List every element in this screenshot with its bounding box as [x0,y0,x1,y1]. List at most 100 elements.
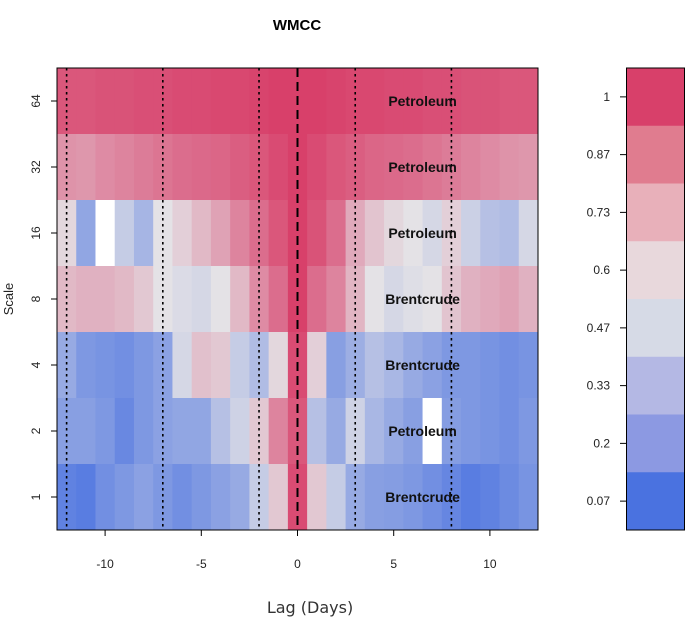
heatmap-cell [114,332,135,399]
heatmap-cell [172,332,193,399]
heatmap-cell [230,332,250,399]
y-tick-label: 2 [29,427,43,434]
heatmap-cell [480,134,501,201]
heatmap-cell [268,464,289,531]
heatmap-cell [210,266,231,333]
row-label: Petroleum [388,423,456,439]
heatmap-cell [268,134,289,201]
heatmap-cell [57,266,77,333]
heatmap-cell [461,134,481,201]
heatmap-cell [441,332,462,399]
x-tick-label: 10 [483,557,497,571]
heatmap-cell [57,68,77,135]
colorbar-segment [626,241,685,300]
heatmap-cell [326,464,347,531]
heatmap-cell [345,332,366,399]
heatmap-cell [403,200,424,267]
heatmap-cell [403,68,424,135]
heatmap-cell [57,398,77,465]
heatmap-cell [153,200,173,267]
x-axis-label: Lag (Days) [267,598,353,617]
heatmap-cell [76,68,96,135]
colorbar-tick-label: 0.07 [587,494,611,508]
heatmap-cell [307,68,327,135]
heatmap-cell [326,266,347,333]
heatmap-cell [133,68,154,135]
heatmap-cell [461,68,481,135]
heatmap-cell [403,266,424,333]
heatmap-cell [153,332,173,399]
heatmap-cell [326,398,347,465]
y-axis: 64 32 16 8 4 2 1 [29,94,57,500]
heatmap-cell [307,464,327,531]
heatmap-cell [384,68,404,135]
heatmap-cell [518,68,539,135]
heatmap-cell [133,134,154,201]
heatmap-cell [422,332,443,399]
heatmap-cell [153,68,173,135]
heatmap-cell [307,134,327,201]
heatmap-cell [364,332,385,399]
heatmap-cell [364,464,385,531]
colorbar-tick-label: 1 [603,90,610,104]
heatmap-cell [249,398,270,465]
heatmap-cell [461,266,481,333]
row-label: Brentcrude [385,357,460,373]
y-axis-label: Scale [1,283,16,316]
colorbar-segment [626,183,685,242]
heatmap-cell [441,134,462,201]
heatmap-cell [153,398,173,465]
heatmap-cell [345,200,366,267]
heatmap-cell [268,266,289,333]
heatmap-cell [172,398,193,465]
heatmap-cell [76,266,96,333]
heatmap-cell [499,68,520,135]
heatmap-cell [57,464,77,531]
heatmap-cell [57,200,77,267]
heatmap-cell [384,266,404,333]
row-label: Petroleum [388,159,456,175]
heatmap-cell [191,200,212,267]
heatmap-cell [172,68,193,135]
heatmap-cell [230,200,250,267]
colorbar-legend: 1 0.87 0.73 0.6 0.47 0.33 0.2 0.07 [587,67,685,531]
colorbar-tick-label: 0.6 [593,263,610,277]
heatmap-cell [95,332,116,399]
heatmap-cell [384,464,404,531]
heatmap-cell [153,464,173,531]
heatmap-cell [249,332,270,399]
heatmap-cell [210,134,231,201]
colorbar-segment [626,414,685,473]
heatmap-cell [230,398,250,465]
heatmap-cell [172,464,193,531]
heatmap-cell [326,134,347,201]
heatmap-cell [518,398,539,465]
heatmap-cell [95,464,116,531]
heatmap-cell [268,200,289,267]
heatmap-cell [133,200,154,267]
heatmap-cell [249,266,270,333]
heatmap-cell [210,332,231,399]
heatmap-cell [114,398,135,465]
heatmap-cell [518,266,539,333]
heatmap-cell [461,464,481,531]
y-tick-label: 8 [29,295,43,302]
heatmap-cell [249,134,270,201]
colorbar-segment [626,299,685,358]
heatmap-cell [172,266,193,333]
heatmap-cell [191,332,212,399]
heatmap-cell [76,398,96,465]
heatmap-cell [95,266,116,333]
heatmap-cell [422,398,443,465]
colorbar-segment [626,68,685,127]
heatmap-cell [76,134,96,201]
heatmap-cells [57,68,539,531]
heatmap-cell [345,464,366,531]
heatmap-cell [384,200,404,267]
heatmap-cell [441,200,462,267]
heatmap-cell [422,200,443,267]
heatmap-cell [403,134,424,201]
heatmap-cell [57,332,77,399]
heatmap-cell [422,464,443,531]
heatmap-cell [345,266,366,333]
